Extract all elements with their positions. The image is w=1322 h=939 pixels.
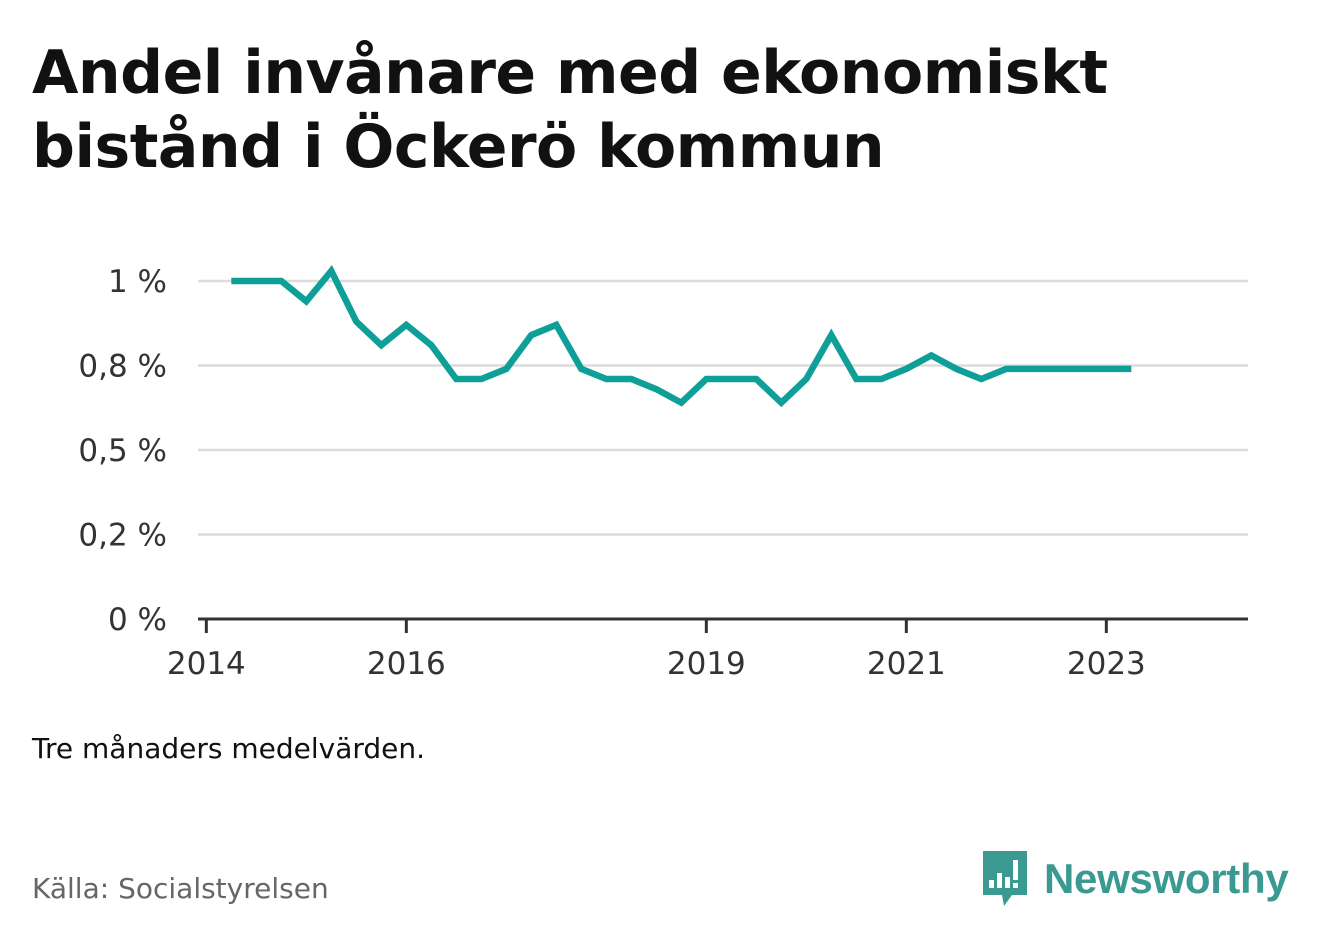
x-tick-label: 2019 [667,646,746,682]
data-point [1081,368,1082,369]
line-chart: 0 %0,2 %0,5 %0,8 %1 % 2014 2016 2019 2021 20… [78,264,1248,682]
x-tick-label: 2023 [1067,646,1146,682]
data-point [456,379,457,380]
data-point [281,281,282,282]
data-point [256,281,257,282]
x-tick-label: 2014 [167,646,246,682]
data-point [356,321,357,322]
x-tick-label: 2021 [867,646,946,682]
y-tick-label: 0,2 % [78,518,167,554]
data-point [1031,368,1032,369]
data-point [881,379,882,380]
data-point [931,355,932,356]
y-tick-label: 1 % [108,264,167,300]
data-point [606,379,607,380]
brand-name: Newsworthy [1044,855,1289,902]
chart-note: Tre månaders medelvärden. [32,732,426,765]
data-point [681,402,682,403]
data-point [431,345,432,346]
data-point [1131,368,1132,369]
data-point [981,379,982,380]
data-point [531,335,532,336]
data-point [231,281,232,282]
newsworthy-logo-icon [983,851,1027,906]
data-point [631,379,632,380]
data-point [831,335,832,336]
data-point [781,402,782,403]
data-point [806,379,807,380]
data-point [656,389,657,390]
y-tick-label: 0,5 % [78,433,167,469]
y-tick-label: 0,8 % [78,349,167,385]
data-point [481,379,482,380]
data-point [381,345,382,346]
data-point [906,368,907,369]
y-tick-label: 0 % [108,602,167,638]
brand-logo: Newsworthy [980,848,1289,910]
data-point [581,368,582,369]
data-point [306,301,307,302]
data-point [406,324,407,325]
grid-lines [198,279,1248,536]
data-point [1006,368,1007,369]
data-point [556,324,557,325]
data-point [956,368,957,369]
series-group [231,264,1132,408]
x-tick-label: 2016 [367,646,446,682]
data-point [331,270,332,271]
series-line [231,264,1132,408]
data-point [1056,368,1057,369]
data-point [706,379,707,380]
data-point [856,379,857,380]
y-axis: 0 % 0,2 % 0,5 % 0,8 % 1 % [78,264,167,638]
data-point [756,379,757,380]
chart-title: Andel invånare med ekonomiskt bistånd i … [32,38,1108,182]
data-point [731,379,732,380]
source-credit: Källa: Socialstyrelsen [32,872,329,905]
data-point [1106,368,1107,369]
data-point [506,368,507,369]
x-axis: 2014 2016 2019 2021 2023 [167,617,1248,682]
